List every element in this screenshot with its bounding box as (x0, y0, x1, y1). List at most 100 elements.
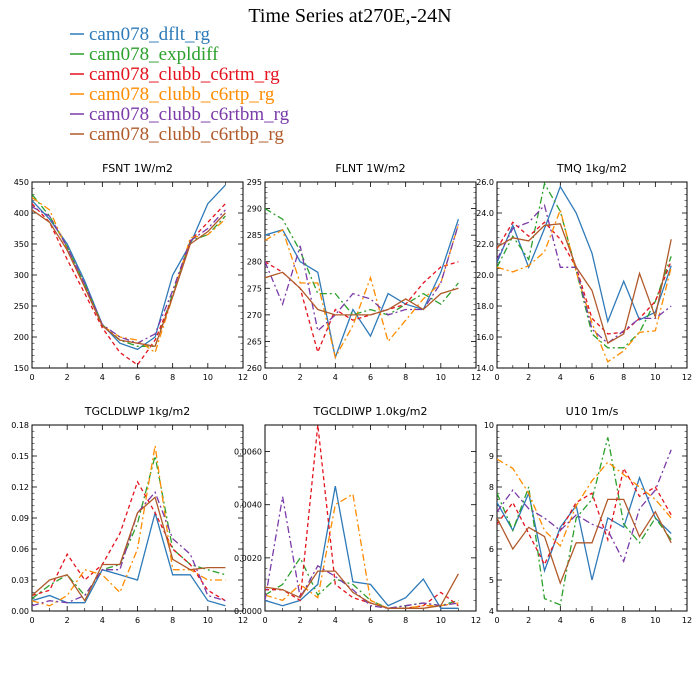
x-tick-label: 2 (526, 373, 531, 382)
x-tick-label: 2 (298, 373, 303, 382)
series-line (32, 496, 226, 602)
y-tick-label: 0.0000 (234, 607, 262, 616)
y-tick-label: 14.0 (476, 364, 494, 373)
series-line (497, 498, 672, 585)
y-tick-label: 350 (14, 240, 29, 249)
y-tick-label: 24.0 (476, 209, 494, 218)
plot-frame (31, 181, 244, 369)
series-line (265, 493, 459, 609)
x-tick-label: 2 (65, 616, 70, 625)
series-line (32, 184, 226, 351)
y-tick-label: 26.0 (476, 178, 494, 187)
x-tick-label: 0 (262, 373, 267, 382)
series-line (265, 218, 460, 360)
chart-panel: TGCLDLWP 1kg/m2 0 2 4 6 8 10 12 0.00 0.03 0.06 0.09… (11, 405, 248, 625)
x-tick-label: 8 (621, 616, 626, 625)
series-line (32, 193, 226, 347)
y-tick-label: 9 (489, 452, 494, 461)
series-line (32, 209, 226, 348)
panel-title: FLNT 1W/m2 (335, 162, 405, 175)
x-tick-label: 0 (494, 616, 499, 625)
figure-title: Time Series at270E,-24N (248, 5, 451, 27)
y-tick-label: 270 (247, 311, 262, 320)
y-tick-label: 275 (247, 284, 262, 293)
series-line (265, 271, 459, 316)
y-tick-label: 20.0 (476, 271, 494, 280)
y-tick-label: 0.06 (11, 545, 29, 554)
x-tick-label: 6 (589, 616, 594, 625)
x-tick-label: 4 (558, 373, 563, 382)
panel-title: TGCLDIWP 1.0kg/m2 (312, 405, 427, 418)
x-tick-label: 12 (471, 616, 481, 625)
y-tick-label: 5 (489, 576, 494, 585)
x-tick-label: 8 (621, 373, 626, 382)
series-line (265, 485, 459, 609)
chart-panel: U10 1m/s 0 2 4 6 8 10 12 4 5 6 7 8 9 10 (484, 405, 692, 625)
plot-frame (31, 424, 244, 612)
x-tick-label: 4 (333, 373, 338, 382)
series-line (265, 224, 460, 333)
series-line (497, 185, 672, 324)
series-line (265, 224, 460, 360)
y-tick-label: 300 (14, 271, 29, 280)
x-tick-label: 0 (29, 616, 34, 625)
legend-label: cam078_clubb_c6rtbp_rg (89, 124, 284, 145)
x-tick-label: 6 (135, 616, 140, 625)
x-tick-label: 4 (558, 616, 563, 625)
series-line (497, 458, 672, 548)
y-tick-label: 16.0 (476, 333, 494, 342)
y-tick-label: 290 (247, 205, 262, 214)
x-tick-label: 12 (682, 373, 692, 382)
panel-title: TMQ 1kg/m2 (556, 162, 627, 175)
y-tick-label: 6 (489, 545, 494, 554)
x-tick-label: 6 (589, 373, 594, 382)
y-tick-label: 200 (14, 333, 29, 342)
y-tick-label: 7 (489, 514, 494, 523)
x-tick-label: 10 (436, 616, 446, 625)
series-line (32, 203, 226, 366)
series-line (265, 556, 459, 609)
x-tick-label: 12 (471, 373, 481, 382)
panel-title: U10 1m/s (566, 405, 619, 418)
x-tick-label: 10 (650, 616, 660, 625)
y-tick-label: 18.0 (476, 302, 494, 311)
x-tick-label: 2 (298, 616, 303, 625)
x-tick-label: 0 (262, 616, 267, 625)
x-tick-label: 8 (170, 616, 175, 625)
y-tick-label: 8 (489, 483, 494, 492)
series-line (32, 196, 226, 354)
series-line (497, 182, 672, 349)
x-tick-label: 10 (203, 373, 213, 382)
y-tick-label: 0.18 (11, 421, 29, 430)
series-line (265, 261, 459, 355)
series-line (32, 445, 226, 607)
y-tick-label: 0.12 (11, 483, 29, 492)
series-line (497, 437, 672, 606)
x-tick-label: 8 (170, 373, 175, 382)
series-line (32, 510, 226, 607)
x-tick-label: 12 (682, 616, 692, 625)
y-tick-label: 285 (247, 231, 262, 240)
chart-panel: TGCLDIWP 1.0kg/m20 2 4 6 8 10 120.00000.00200.… (234, 405, 481, 625)
legend-label: cam078_clubb_c6rtp_rg (89, 84, 275, 105)
chart-panel: TMQ 1kg/m2 0 2 4 6 8 10 12 14.0 16.0 18.0 20.0 22.0 2… (476, 162, 692, 382)
series-line (32, 206, 226, 344)
legend-label: cam078_expldiff (89, 44, 219, 65)
x-tick-label: 4 (100, 616, 105, 625)
y-tick-label: 295 (247, 178, 262, 187)
chart-panel: FLNT 1W/m2 0 2 4 6 8 10 12 260 265 270 275 280 285 290… (247, 162, 481, 382)
series-line (497, 466, 672, 566)
x-tick-label: 2 (526, 616, 531, 625)
y-tick-label: 150 (14, 364, 29, 373)
x-tick-label: 10 (436, 373, 446, 382)
y-tick-label: 0.09 (11, 514, 29, 523)
series-line (265, 425, 459, 609)
plot-frame (264, 181, 477, 369)
plot-frame (496, 181, 688, 369)
y-tick-label: 0.00 (11, 607, 29, 616)
series-line (497, 223, 672, 345)
x-tick-label: 12 (238, 373, 248, 382)
y-tick-label: 22.0 (476, 240, 494, 249)
y-tick-label: 400 (14, 209, 29, 218)
